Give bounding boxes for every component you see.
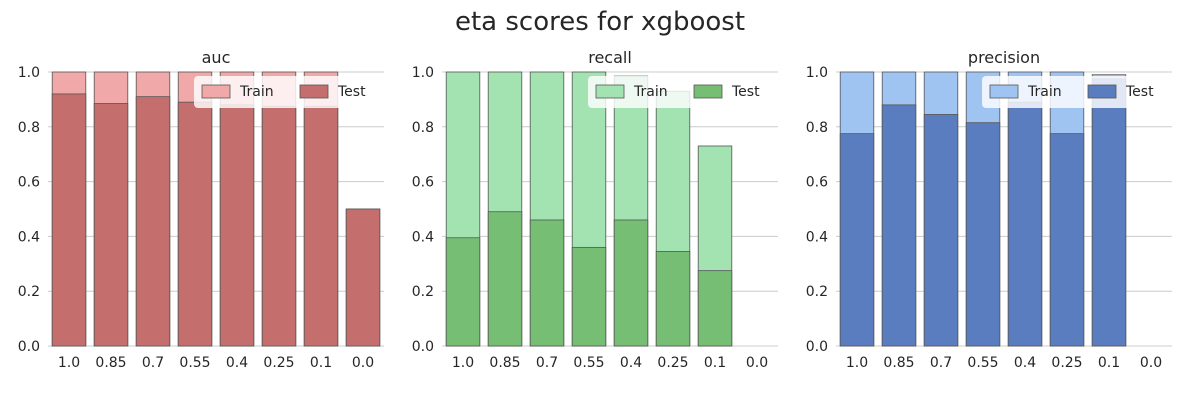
x-tick-label: 0.4 (620, 355, 642, 371)
panel-recall: recall 0.0 0.2 0.4 0.6 0.8 1.0 1.0 0.85 0.7 0.55 0.… (412, 48, 778, 371)
bar-test-0.1 (303, 105, 339, 347)
x-tick-label: 1.0 (846, 355, 868, 371)
legend-background (194, 76, 376, 108)
x-tick-label: 1.0 (58, 355, 80, 371)
legend-label-test: Test (731, 84, 760, 100)
x-tick-label: 0.0 (1140, 355, 1162, 371)
bar-test-0.4 (613, 219, 649, 347)
x-tick-label: 0.55 (967, 355, 998, 371)
y-tick-label: 0.2 (18, 284, 40, 300)
y-tick-label: 0.4 (18, 229, 40, 245)
bar-test-0.85 (881, 104, 917, 347)
x-tick-label: 0.0 (352, 355, 374, 371)
x-tick-label: 0.85 (95, 355, 126, 371)
y-tick-label: 1.0 (412, 65, 434, 81)
x-tick-label: 0.1 (704, 355, 726, 371)
y-tick-label: 0.8 (18, 120, 40, 136)
legend-label-test: Test (1125, 84, 1154, 100)
bar-test-0.25 (655, 251, 691, 347)
bar-test-1.0 (51, 93, 87, 347)
bar-test-0.4 (1007, 101, 1043, 347)
bar-test-0.0 (345, 208, 381, 347)
x-tick-label: 0.85 (883, 355, 914, 371)
x-tick-label: 0.7 (930, 355, 952, 371)
y-tick-label: 0.6 (412, 175, 434, 191)
legend-swatch-test (1087, 84, 1117, 99)
bar-test-0.4 (219, 104, 255, 347)
panel-title: auc (202, 48, 231, 67)
bar-test-0.55 (571, 246, 607, 347)
x-tick-label: 0.0 (746, 355, 768, 371)
bar-test-0.1 (697, 270, 733, 347)
legend-swatch-test (693, 84, 723, 99)
panel-precision: precision 0.0 0.2 0.4 0.6 0.8 1.0 1.0 0.85 0.7 0.5… (806, 48, 1172, 371)
bar-test-0.1 (1091, 78, 1127, 347)
y-tick-label: 0.8 (806, 120, 828, 136)
x-tick-label: 0.1 (1098, 355, 1120, 371)
legend-label-test: Test (337, 84, 366, 100)
x-tick-label: 0.7 (142, 355, 164, 371)
legend-swatch-train (595, 84, 625, 99)
bar-test-0.7 (529, 219, 565, 347)
bar-test-0.7 (923, 114, 959, 347)
legend: Train Test (194, 76, 376, 108)
bar-test-1.0 (445, 237, 481, 347)
y-tick-label: 1.0 (806, 65, 828, 81)
bar-test-0.25 (1049, 133, 1085, 347)
x-tick-label: 0.4 (1014, 355, 1036, 371)
x-tick-label: 1.0 (452, 355, 474, 371)
panel-title: precision (968, 48, 1040, 67)
x-tick-label: 0.25 (1051, 355, 1082, 371)
legend-swatch-test (299, 84, 329, 99)
bar-test-0.55 (177, 101, 213, 347)
x-tick-label: 0.4 (226, 355, 248, 371)
legend-label-train: Train (239, 84, 274, 100)
legend: Train Test (982, 76, 1164, 108)
y-tick-label: 0.2 (412, 284, 434, 300)
legend: Train Test (588, 76, 770, 108)
panel-title: recall (588, 48, 632, 67)
figure-title: eta scores for xgboost (455, 7, 745, 37)
legend-background (588, 76, 770, 108)
y-tick-label: 0.8 (412, 120, 434, 136)
bar-test-0.55 (965, 122, 1001, 347)
y-tick-label: 0.6 (18, 175, 40, 191)
y-tick-label: 0.4 (412, 229, 434, 245)
x-tick-label: 0.55 (573, 355, 604, 371)
x-tick-label: 0.7 (536, 355, 558, 371)
panel-auc: auc 0.0 0.2 0.4 0.6 0.8 1.0 1.0 0.85 0.7 0.55 0.4 0.… (18, 48, 384, 371)
legend-swatch-train (201, 84, 231, 99)
y-tick-label: 0.0 (806, 339, 828, 355)
legend-label-train: Train (1027, 84, 1062, 100)
x-tick-label: 0.55 (179, 355, 210, 371)
bar-test-1.0 (839, 133, 875, 347)
legend-label-train: Train (633, 84, 668, 100)
chart-panels: auc 0.0 0.2 0.4 0.6 0.8 1.0 1.0 0.85 0.7 0.55 0.4 0.… (18, 48, 1172, 371)
y-tick-label: 0.6 (806, 175, 828, 191)
legend-swatch-train (989, 84, 1019, 99)
bar-test-0.7 (135, 96, 171, 347)
legend-background (982, 76, 1164, 108)
bar-test-0.85 (487, 211, 523, 347)
y-tick-label: 0.0 (18, 339, 40, 355)
x-tick-label: 0.1 (310, 355, 332, 371)
x-tick-label: 0.85 (489, 355, 520, 371)
y-tick-label: 0.2 (806, 284, 828, 300)
bar-test-0.25 (261, 105, 297, 347)
y-tick-label: 1.0 (18, 65, 40, 81)
bar-test-0.85 (93, 103, 129, 347)
x-tick-label: 0.25 (263, 355, 294, 371)
y-tick-label: 0.0 (412, 339, 434, 355)
y-tick-label: 0.4 (806, 229, 828, 245)
x-tick-label: 0.25 (657, 355, 688, 371)
